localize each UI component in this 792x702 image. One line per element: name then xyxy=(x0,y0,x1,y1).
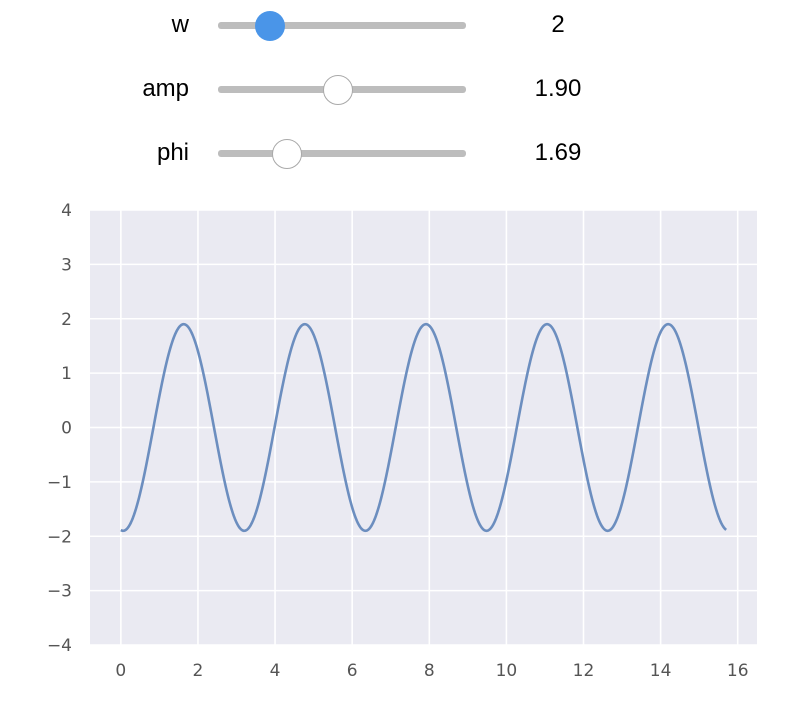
slider-thumb-amp[interactable] xyxy=(323,75,354,105)
y-tick-label: −2 xyxy=(47,527,72,547)
y-tick-label: 0 xyxy=(61,419,72,439)
slider-value-w: 2 xyxy=(551,11,565,38)
x-tick-label: 10 xyxy=(496,661,518,681)
slider-row-w: w 2 xyxy=(0,5,792,45)
slider-thumb-phi[interactable] xyxy=(272,139,303,169)
slider-value-phi: 1.69 xyxy=(534,139,582,166)
y-tick-label: 4 xyxy=(61,201,72,221)
x-tick-label: 14 xyxy=(650,661,672,681)
series-line xyxy=(120,322,728,533)
slider-label-w: w xyxy=(171,11,189,38)
x-tick-label: 12 xyxy=(573,661,595,681)
x-tick-label: 0 xyxy=(115,661,126,681)
x-tick-label: 6 xyxy=(347,661,358,681)
slider-row-amp: amp 1.90 xyxy=(0,69,792,109)
slider-value-amp: 1.90 xyxy=(534,75,582,102)
y-tick-label: −3 xyxy=(47,582,72,602)
y-tick-label: −1 xyxy=(47,473,72,493)
y-tick-label: 3 xyxy=(61,255,72,275)
slider-thumb-w[interactable] xyxy=(255,11,286,41)
y-tick-label: 1 xyxy=(61,364,72,384)
y-tick-label: −4 xyxy=(47,636,72,656)
y-tick-label: 2 xyxy=(61,310,72,330)
x-tick-label: 8 xyxy=(424,661,435,681)
slider-track-phi[interactable] xyxy=(218,139,466,169)
x-tick-label: 2 xyxy=(193,661,204,681)
x-tick-label: 16 xyxy=(727,661,749,681)
slider-label-phi: phi xyxy=(156,139,189,166)
x-tick-label: 4 xyxy=(270,661,281,681)
slider-row-phi: phi 1.69 xyxy=(0,133,792,173)
slider-track-amp[interactable] xyxy=(218,75,466,105)
slider-track-w[interactable] xyxy=(218,11,466,41)
slider-label-amp: amp xyxy=(142,75,189,102)
